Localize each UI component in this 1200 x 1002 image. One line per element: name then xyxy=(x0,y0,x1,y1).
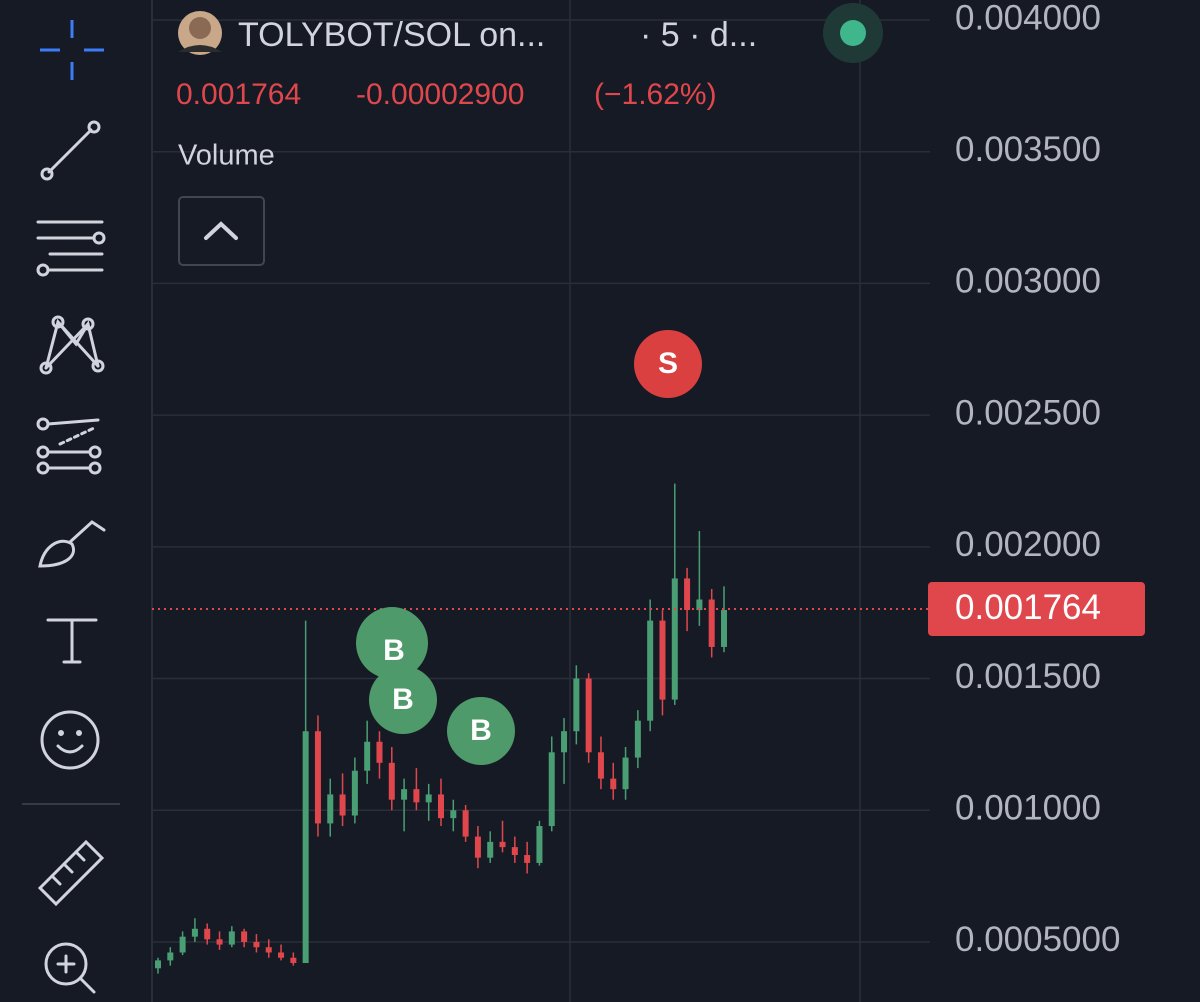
interval: · 5 · d... xyxy=(640,16,757,54)
candle-body xyxy=(721,610,727,647)
candle-body xyxy=(216,939,223,945)
forecast-tool[interactable] xyxy=(36,417,102,475)
buy-marker[interactable] xyxy=(356,607,428,679)
trend-line-tool[interactable] xyxy=(40,120,101,181)
candle-body xyxy=(204,928,211,940)
buy-marker-label: B xyxy=(383,634,405,667)
crosshair-tool[interactable] xyxy=(40,20,104,80)
y-tick-label: 0.003500 xyxy=(955,130,1101,169)
candle-body xyxy=(622,757,629,790)
candle-body xyxy=(696,599,703,611)
emoji-tool[interactable] xyxy=(40,710,100,770)
candle-body xyxy=(351,770,358,816)
candle-body xyxy=(438,794,444,819)
pattern-tool[interactable] xyxy=(39,315,105,375)
candle-body xyxy=(474,836,481,858)
candle-body xyxy=(462,810,469,837)
header: TOLYBOT/SOL on... · 5 · d... 0.001764 -0… xyxy=(176,3,883,266)
price-label-box xyxy=(928,581,1145,636)
candle-body xyxy=(511,847,518,856)
trade-markers: B B B S xyxy=(356,330,702,765)
candle-body xyxy=(548,752,555,827)
candle-body xyxy=(425,794,432,803)
price-label: 0.001764 xyxy=(955,588,1101,627)
candle-body xyxy=(179,936,186,953)
candle-body xyxy=(290,957,297,964)
buy-marker-label: B xyxy=(470,714,492,747)
candle-body xyxy=(339,794,346,816)
candle-body xyxy=(708,599,715,647)
y-tick-label: 0.001000 xyxy=(955,788,1101,827)
last-price: 0.001764 xyxy=(176,78,301,111)
candle-body xyxy=(573,678,580,732)
brush-tool[interactable] xyxy=(38,520,106,568)
text-tool[interactable] xyxy=(46,618,98,664)
candle-body xyxy=(302,731,309,964)
candle-body xyxy=(265,947,272,953)
sell-marker-label: S xyxy=(658,347,678,380)
price-change: -0.00002900 xyxy=(356,78,525,111)
toolbar xyxy=(22,20,120,994)
y-tick-label: 0.002500 xyxy=(955,393,1101,432)
candle-body xyxy=(401,789,408,800)
fib-tool[interactable] xyxy=(36,220,106,277)
y-tick-label: 0.003000 xyxy=(955,262,1101,301)
collapse-button[interactable] xyxy=(178,196,265,266)
sell-marker[interactable] xyxy=(634,330,702,398)
candle-body xyxy=(167,952,174,961)
candle-body xyxy=(253,941,260,948)
buy-marker-label: B xyxy=(392,683,414,716)
candle-body xyxy=(561,731,568,753)
candle-body xyxy=(684,578,691,611)
y-tick-label: 0.0005000 xyxy=(955,920,1120,959)
ruler-tool[interactable] xyxy=(37,839,105,907)
candle-body xyxy=(585,678,592,753)
candle-body xyxy=(610,778,617,790)
y-tick-label: 0.002000 xyxy=(955,525,1101,564)
candle-body xyxy=(155,960,161,969)
candle-body xyxy=(191,928,198,937)
candle-body xyxy=(499,841,506,848)
candle-body xyxy=(659,620,666,700)
candle-body xyxy=(388,762,395,800)
candle-body xyxy=(241,931,248,942)
candle-body xyxy=(364,741,371,771)
candle-body xyxy=(536,826,543,863)
candle-body xyxy=(524,855,531,863)
status-dot xyxy=(840,20,866,46)
symbol-title[interactable]: TOLYBOT/SOL on... xyxy=(238,16,545,54)
avatar-face xyxy=(189,17,211,39)
y-tick-label: 0.001500 xyxy=(955,657,1101,696)
price-change-pct: (−1.62%) xyxy=(594,78,717,111)
candle-body xyxy=(597,752,604,779)
candle-body xyxy=(327,794,334,824)
candle-body xyxy=(671,578,678,700)
candle-body xyxy=(647,620,654,721)
candle-body xyxy=(450,810,457,819)
buy-marker[interactable] xyxy=(369,666,437,734)
candle-body xyxy=(413,789,420,803)
candle-body xyxy=(487,841,494,858)
candle-body xyxy=(314,731,321,824)
indicator-label[interactable]: Volume xyxy=(178,140,275,172)
candle-body xyxy=(376,741,383,763)
candle-body xyxy=(228,931,235,945)
y-tick-label: 0.004000 xyxy=(955,0,1101,37)
zoom-tool[interactable] xyxy=(44,942,96,994)
candle-body xyxy=(278,952,285,958)
buy-marker[interactable] xyxy=(447,697,515,765)
candle-body xyxy=(634,720,641,758)
avatar-body xyxy=(178,45,222,52)
